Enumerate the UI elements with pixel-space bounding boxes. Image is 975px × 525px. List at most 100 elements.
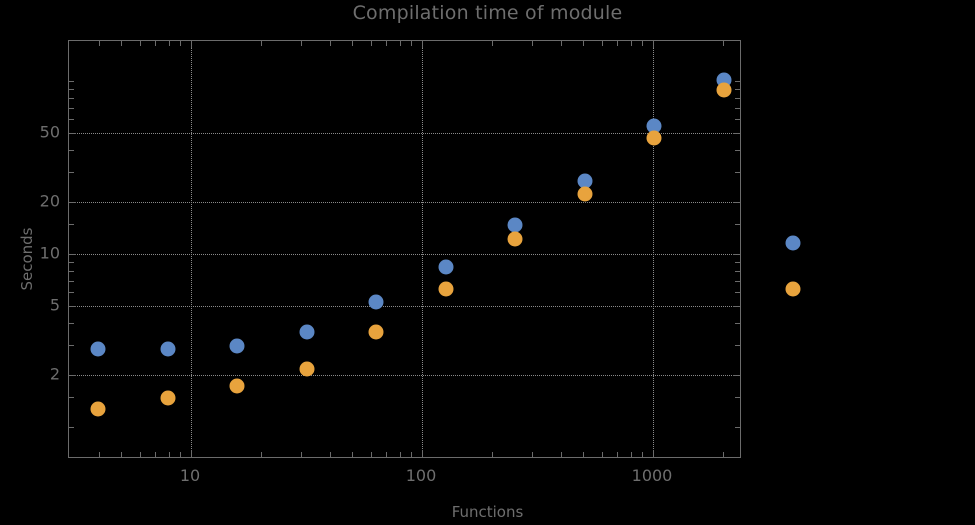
y-axis-minor-tick [69, 97, 74, 99]
gridline-vertical [422, 41, 423, 457]
x-axis-minor-tick-top [617, 41, 619, 46]
y-axis-minor-tick [69, 81, 74, 83]
x-axis-minor-tick-top [630, 41, 632, 46]
data-point [577, 173, 593, 189]
x-axis-tick-top [653, 41, 654, 48]
y-axis-minor-tick [69, 149, 74, 151]
y-axis-minor-tick-right [735, 427, 740, 429]
data-point [160, 341, 176, 357]
x-axis-minor-tick-top [561, 41, 563, 46]
data-point [507, 217, 523, 233]
y-axis-minor-tick [69, 427, 74, 429]
y-axis-tick-label: 2 [49, 364, 60, 384]
data-point [438, 259, 454, 275]
data-point [90, 341, 106, 357]
y-axis-minor-tick-right [735, 88, 740, 90]
x-axis-tick [422, 450, 423, 457]
x-axis-minor-tick [330, 452, 332, 457]
x-axis-minor-tick [99, 452, 101, 457]
x-axis-minor-tick-top [168, 41, 170, 46]
x-axis-minor-tick [399, 452, 401, 457]
gridline-vertical [191, 41, 192, 457]
data-point [785, 235, 801, 251]
gridline-horizontal [69, 375, 740, 376]
x-axis-minor-tick-top [601, 41, 603, 46]
y-axis-tick-right [733, 202, 740, 203]
y-axis-minor-tick-right [735, 223, 740, 225]
y-axis-minor-tick-right [735, 149, 740, 151]
y-axis-minor-tick-right [735, 97, 740, 99]
y-axis-tick-right [733, 133, 740, 135]
y-axis-minor-tick [69, 292, 74, 294]
x-axis-minor-tick [601, 452, 603, 457]
y-axis-minor-tick-right [735, 396, 740, 398]
x-axis-minor-tick [139, 452, 141, 457]
y-axis-minor-tick-right [735, 171, 740, 173]
y-axis-minor-tick-right [735, 322, 740, 324]
data-point [785, 281, 801, 297]
x-axis-minor-tick-top [370, 41, 372, 46]
y-axis-minor-tick [69, 344, 74, 346]
x-axis-minor-tick-top [399, 41, 401, 46]
y-axis-tick-label: 5 [49, 295, 60, 315]
y-axis-minor-tick [69, 396, 74, 398]
y-axis-tick-label: 10 [39, 243, 60, 263]
y-axis-tick-right [733, 375, 740, 376]
x-axis-minor-tick-top [301, 41, 303, 46]
x-axis-minor-tick-top [121, 41, 123, 46]
y-axis-minor-tick-right [735, 261, 740, 263]
data-point [229, 338, 245, 354]
y-axis-minor-tick [69, 270, 74, 272]
x-axis-tick-top [191, 41, 192, 48]
y-axis-minor-tick-right [735, 280, 740, 282]
x-axis-tick-top [422, 41, 423, 48]
x-axis-minor-tick [532, 452, 534, 457]
data-point [438, 281, 454, 297]
x-axis-minor-tick-top [260, 41, 262, 46]
y-axis-tick [69, 202, 76, 203]
y-axis-tick-label: 20 [39, 191, 60, 211]
y-axis-minor-tick-right [735, 344, 740, 346]
data-point [229, 378, 245, 394]
y-axis-minor-tick [69, 280, 74, 282]
y-axis-tick [69, 375, 76, 376]
x-axis-minor-tick [352, 452, 354, 457]
x-axis-minor-tick [180, 452, 182, 457]
y-axis-minor-tick-right [735, 107, 740, 109]
data-point [577, 186, 593, 202]
x-axis-minor-tick-top [491, 41, 493, 46]
x-axis-minor-tick [121, 452, 123, 457]
x-axis-minor-tick [370, 452, 372, 457]
x-axis-minor-tick [168, 452, 170, 457]
data-point [507, 231, 523, 247]
x-axis-minor-tick-top [155, 41, 157, 46]
plot-frame [68, 40, 741, 458]
gridline-horizontal [69, 254, 740, 256]
x-axis-minor-tick [722, 452, 724, 457]
data-point [646, 118, 662, 134]
y-axis-minor-tick [69, 322, 74, 324]
y-axis-minor-tick [69, 171, 74, 173]
x-axis-label: Functions [451, 503, 524, 521]
x-axis-minor-tick [491, 452, 493, 457]
x-axis-minor-tick-top [583, 41, 585, 46]
y-axis-tick [69, 133, 76, 135]
y-axis-minor-tick-right [735, 119, 740, 121]
x-axis-minor-tick [561, 452, 563, 457]
y-axis-minor-tick [69, 223, 74, 225]
x-axis-minor-tick [155, 452, 157, 457]
x-axis-minor-tick [583, 452, 585, 457]
data-point [299, 361, 315, 377]
x-axis-minor-tick [411, 452, 413, 457]
y-axis-tick-label: 50 [39, 122, 60, 142]
data-point [716, 82, 732, 98]
data-point [160, 390, 176, 406]
data-point [90, 401, 106, 417]
data-point [368, 294, 384, 310]
y-axis-minor-tick [69, 261, 74, 263]
x-axis-minor-tick-top [411, 41, 413, 46]
x-axis-minor-tick [642, 452, 644, 457]
x-axis-minor-tick [386, 452, 388, 457]
gridline-horizontal [69, 202, 740, 203]
y-axis-minor-tick-right [735, 270, 740, 272]
